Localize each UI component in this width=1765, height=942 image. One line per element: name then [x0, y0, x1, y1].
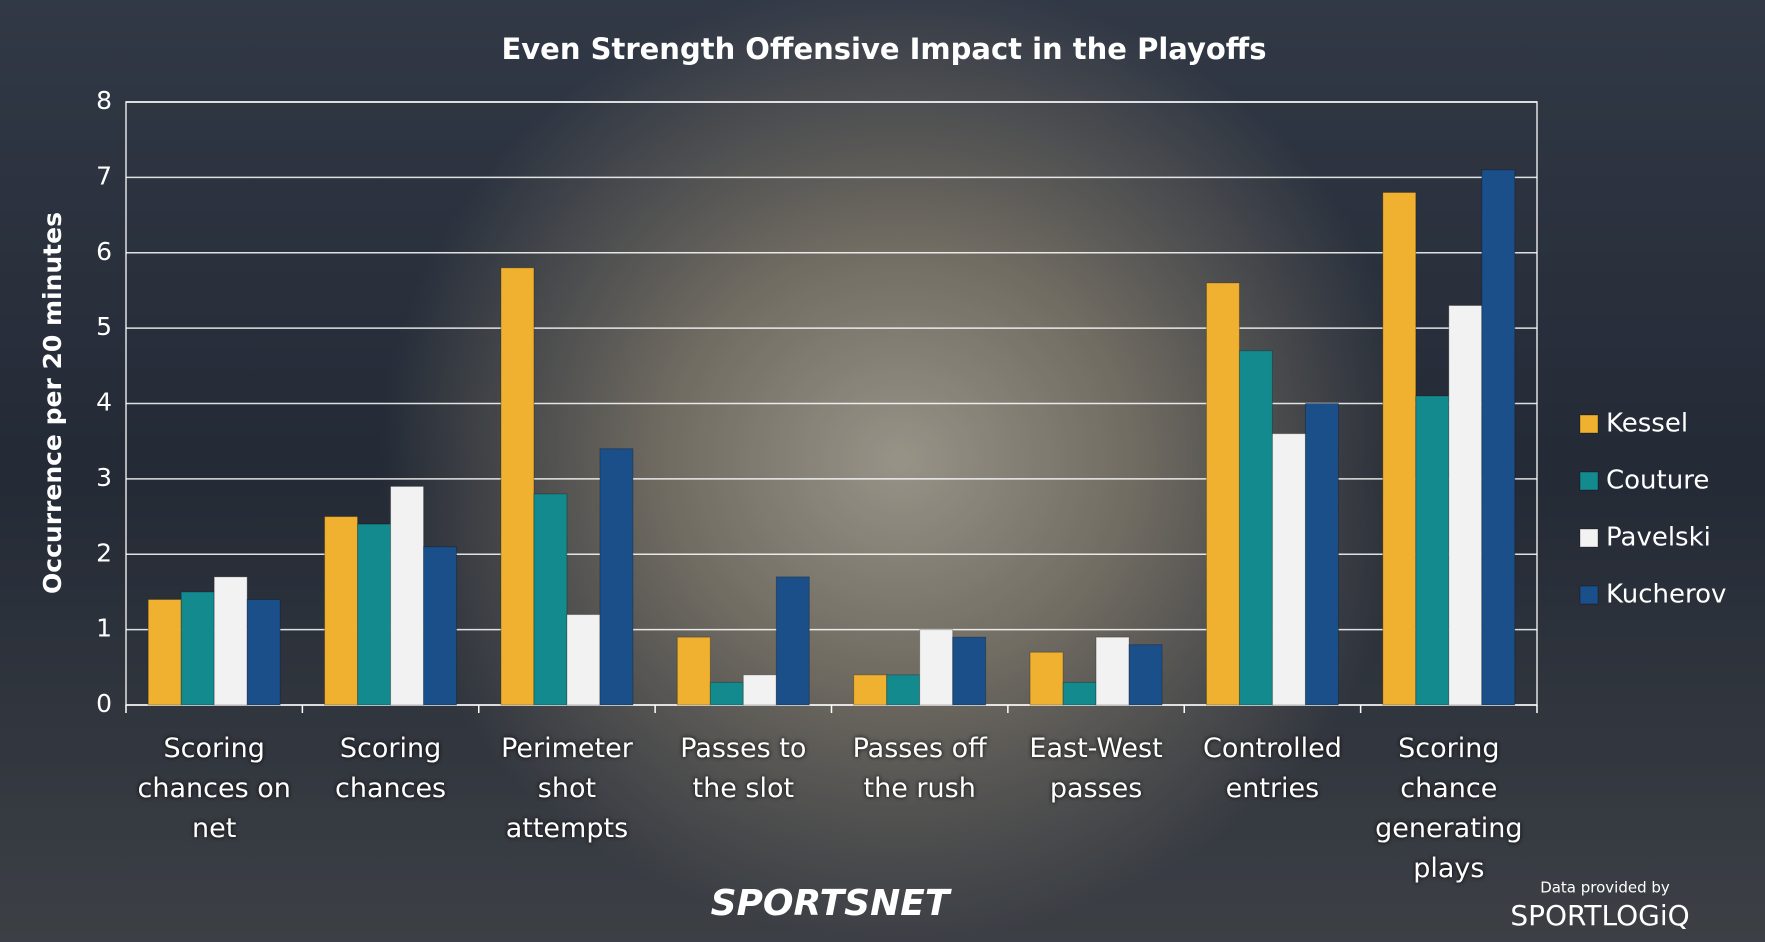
- bar: [709, 681, 744, 706]
- bar: [775, 576, 810, 706]
- x-tick-label: Scoring chances on net: [137, 733, 291, 844]
- bar: [213, 576, 248, 706]
- bar: [324, 516, 359, 706]
- legend-swatch: [1579, 585, 1599, 605]
- credit: Data provided by: [1540, 879, 1670, 897]
- y-tick-label: 0: [96, 689, 112, 718]
- bar: [1304, 403, 1339, 706]
- bar: [246, 598, 281, 706]
- legend-label: Kessel: [1606, 409, 1688, 439]
- y-tick-label: 8: [96, 86, 112, 115]
- x-tick-label: East-West passes: [1029, 733, 1163, 804]
- legend-swatch: [1579, 414, 1599, 434]
- y-tick-label: 6: [96, 237, 112, 266]
- provider-logo: SPORTLOGiQ: [1510, 899, 1689, 932]
- y-tick-label: 1: [96, 614, 112, 643]
- legend-label: Couture: [1606, 466, 1709, 496]
- bar: [1205, 282, 1240, 706]
- y-axis-label: Occurrence per 20 minutes: [38, 212, 67, 594]
- x-tick-label: Controlled entries: [1203, 733, 1342, 804]
- bar: [1382, 191, 1417, 706]
- bar: [180, 591, 215, 706]
- x-tick-label: Scoring chances: [334, 733, 447, 804]
- bar: [886, 674, 921, 706]
- bar: [500, 267, 535, 706]
- bar: [1062, 681, 1097, 706]
- legend-label: Pavelski: [1606, 523, 1711, 553]
- bar: [742, 674, 777, 706]
- brand-logo: SPORTSNET: [711, 883, 952, 924]
- bar: [1238, 350, 1273, 706]
- x-tick-label: Perimeter shot attempts: [501, 733, 633, 844]
- bar: [147, 598, 182, 706]
- chart-title: Even Strength Offensive Impact in the Pl…: [501, 32, 1266, 66]
- bar: [1448, 305, 1483, 706]
- y-tick-label: 3: [96, 463, 112, 492]
- bar: [357, 523, 392, 706]
- bar: [952, 636, 987, 706]
- x-tick-label: Passes to the slot: [680, 733, 807, 804]
- bar: [1095, 636, 1130, 706]
- bar: [919, 629, 954, 706]
- bar: [676, 636, 711, 706]
- bar: [1128, 644, 1163, 706]
- legend-label: Kucherov: [1606, 580, 1726, 610]
- y-tick-label: 2: [96, 538, 112, 567]
- bar: [390, 485, 425, 706]
- bar: [533, 493, 568, 706]
- bar: [1029, 651, 1064, 706]
- bar: [1481, 169, 1516, 706]
- bar: [853, 674, 888, 706]
- y-tick-label: 5: [96, 312, 112, 341]
- bar: [1271, 433, 1306, 706]
- x-tick-label: Passes off the rush: [852, 733, 987, 804]
- bar: [1415, 395, 1450, 706]
- legend-swatch: [1579, 471, 1599, 491]
- bar: [599, 448, 634, 706]
- bar: [566, 614, 601, 706]
- x-tick-label: Scoring chance generating plays: [1375, 733, 1523, 884]
- bar: [423, 546, 458, 706]
- y-tick-label: 4: [96, 388, 112, 417]
- legend-swatch: [1579, 528, 1599, 548]
- y-tick-label: 7: [96, 161, 112, 190]
